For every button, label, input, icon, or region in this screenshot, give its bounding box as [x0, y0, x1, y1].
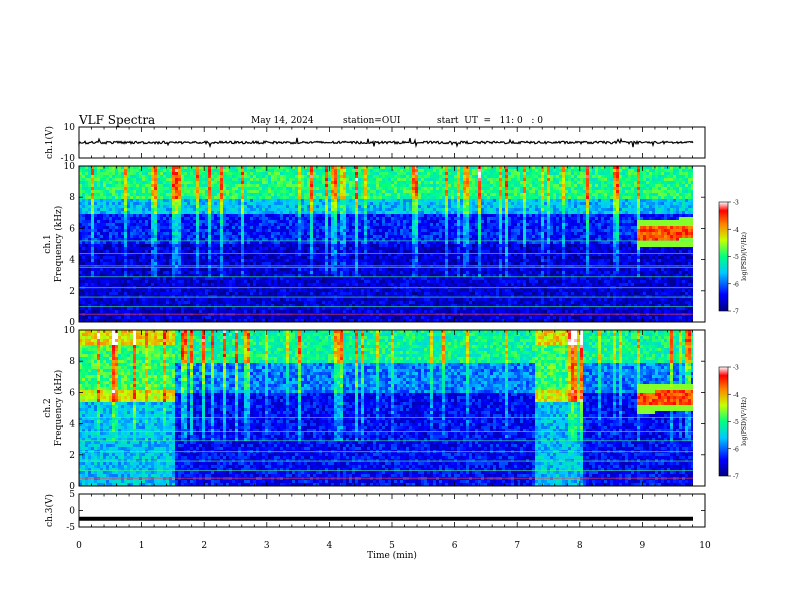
colorbar-2-tick: -6: [733, 446, 739, 453]
ch1-spectrogram-ytick: 10: [64, 162, 76, 172]
ch3-waveform-trace: [79, 516, 693, 521]
x-tick-label: 5: [389, 541, 395, 551]
ch2-spectrogram-ytick: 6: [69, 388, 75, 398]
ch1-spectrogram-ytick: 6: [69, 224, 75, 234]
x-tick-label: 0: [76, 541, 82, 551]
x-tick-label: 6: [452, 541, 458, 551]
ch3-waveform-ytick: 5: [69, 490, 75, 500]
x-tick-label: 2: [201, 541, 207, 551]
ch2-spectrogram-ytick: 4: [69, 420, 75, 430]
x-tick-label: 4: [327, 541, 333, 551]
date-label: May 14, 2024: [251, 116, 314, 126]
ch1-waveform-ytick: 10: [64, 123, 76, 133]
ch2-spectrogram-ytick: 0: [69, 482, 75, 492]
no-data-region: [693, 166, 705, 322]
x-axis-label: Time (min): [367, 550, 417, 561]
colorbar-1-tick: -6: [733, 281, 739, 288]
x-tick-label: 3: [264, 541, 270, 551]
ch2-spectrogram-ytick: 10: [64, 326, 76, 336]
ch1-spectrogram-ytick: 4: [69, 256, 75, 266]
spectrogram-1-cells: [79, 166, 694, 322]
station-label: station=OUI: [343, 116, 400, 126]
ch1-waveform-trace: [78, 137, 694, 149]
colorbar-1-label: log(PSD)(V²/Hz): [741, 232, 748, 281]
ch1-spectrogram-ytick: 2: [69, 287, 75, 297]
x-tick-label: 1: [139, 541, 145, 551]
x-tick-label: 8: [577, 541, 583, 551]
ch2-spectrogram-ytick: 2: [69, 451, 75, 461]
ch3-waveform-ytick: -5: [66, 523, 75, 533]
ch3-waveform-ytick: 0: [69, 507, 75, 517]
ch1-spectrogram-ytick: 8: [69, 193, 75, 203]
ch3-waveform-ylabel: ch.3(V): [44, 494, 55, 527]
colorbar-1-tick: -4: [733, 227, 739, 234]
no-data-region: [693, 330, 705, 486]
colorbar-2-tick: -3: [733, 365, 739, 372]
colorbar-1-tick: -3: [733, 200, 739, 207]
colorbar-1-tick: -5: [733, 254, 739, 261]
x-tick-label: 10: [699, 541, 711, 551]
ch1-waveform-ytick: -10: [61, 154, 76, 164]
colorbar-2-tick: -4: [733, 392, 739, 399]
ch1-waveform-ylabel: ch.1(V): [44, 126, 55, 159]
ch1-spectrogram-ylabel: Frequency (kHz): [53, 206, 64, 283]
ch1-spectrogram-ylabel-channel: ch.1: [43, 234, 53, 253]
ch2-spectrogram-ytick: 8: [69, 357, 75, 367]
colorbar-2: [718, 366, 729, 477]
colorbar-2-tick: -5: [733, 419, 739, 426]
colorbar-2-label: log(PSD)(V²/Hz): [741, 397, 748, 446]
ch1-spectrogram-ytick: 0: [69, 318, 75, 328]
chart-title: VLF Spectra: [79, 113, 155, 127]
ch2-spectrogram-ylabel: Frequency (kHz): [53, 370, 64, 447]
start-time-label: start UT = 11: 0 : 0: [437, 116, 543, 126]
x-tick-label: 9: [640, 541, 646, 551]
colorbar-1-tick: -7: [733, 309, 739, 316]
colorbar-1: [718, 201, 729, 312]
spectrogram-2-cells: [79, 330, 694, 486]
x-tick-label: 7: [514, 541, 520, 551]
ch2-spectrogram-ylabel-channel: ch.2: [43, 398, 53, 417]
colorbar-2-tick: -7: [733, 474, 739, 481]
